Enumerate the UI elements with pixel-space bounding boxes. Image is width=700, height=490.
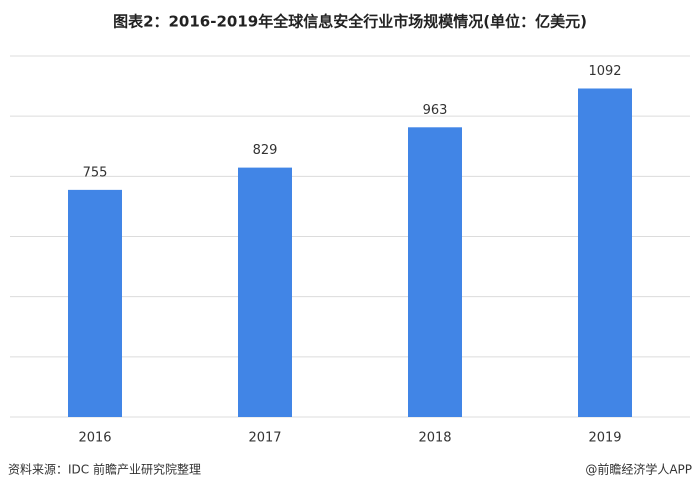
x-tick-label: 2017 (248, 431, 281, 446)
bar (68, 189, 122, 417)
bar (578, 88, 632, 418)
chart-title: 图表2：2016-2019年全球信息安全行业市场规模情况(单位：亿美元) (113, 13, 587, 31)
data-label: 1092 (588, 64, 621, 79)
bar (238, 167, 292, 417)
x-tick-label: 2019 (588, 431, 621, 446)
data-label: 963 (423, 103, 448, 118)
x-tick-label: 2018 (418, 431, 451, 446)
bar (408, 127, 462, 418)
brand-note: @前瞻经济学人APP (585, 462, 692, 477)
data-label: 755 (83, 165, 108, 180)
x-tick-label: 2016 (78, 431, 111, 446)
source-note: 资料来源：IDC 前瞻产业研究院整理 (8, 462, 201, 477)
data-label: 829 (253, 143, 278, 158)
